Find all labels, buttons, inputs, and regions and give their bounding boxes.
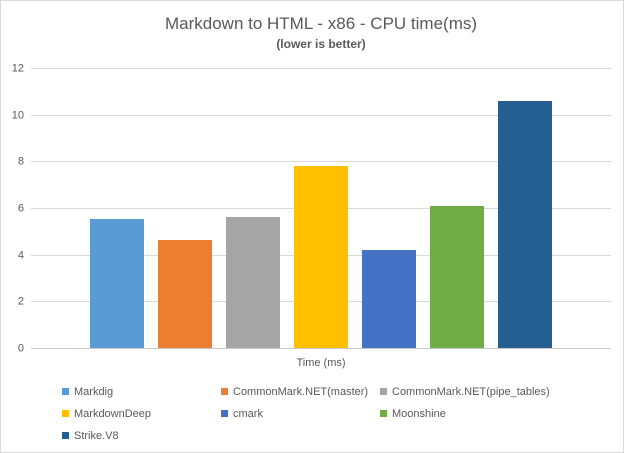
bar-commonmark-net-master [158, 239, 212, 348]
y-tick-label-4: 4 [17, 249, 24, 262]
x-axis-line [31, 348, 611, 349]
legend-swatch-icon [380, 410, 387, 417]
legend-swatch-icon [62, 388, 69, 395]
legend-item-cmark: cmark [221, 407, 380, 420]
y-tick-label-12: 12 [11, 62, 24, 75]
legend-swatch-icon [380, 388, 387, 395]
legend-item-strike-v8: Strike.V8 [62, 429, 221, 442]
legend-swatch-icon [221, 388, 228, 395]
legend-swatch-icon [62, 432, 69, 439]
legend-item-commonmark-net-master: CommonMark.NET(master) [221, 385, 380, 398]
y-tick-label-0: 0 [17, 342, 24, 355]
y-tick-label-8: 8 [17, 155, 24, 168]
y-tick-label-10: 10 [11, 109, 24, 122]
gridline-y-10 [31, 114, 611, 116]
bar-strike-v8 [498, 100, 552, 348]
bar-markdig [90, 218, 144, 348]
legend-item-markdowndeep: MarkdownDeep [62, 407, 221, 420]
legend-item-commonmark-net-pipe-tables: CommonMark.NET(pipe_tables) [380, 385, 550, 398]
legend-swatch-icon [62, 410, 69, 417]
legend-label: Strike.V8 [74, 429, 119, 442]
bar-moonshine [430, 205, 484, 348]
y-tick-label-2: 2 [17, 295, 24, 308]
legend-label: Moonshine [392, 407, 446, 420]
gridline-y-12 [31, 68, 611, 69]
legend-label: CommonMark.NET(pipe_tables) [392, 385, 550, 398]
x-axis-label: Time (ms) [296, 357, 346, 369]
legend: Markdig CommonMark.NET(master) CommonMark.… [62, 385, 550, 442]
bar-commonmark-net-pipe-tables [226, 217, 280, 348]
legend-label: cmark [233, 407, 263, 420]
bar-cmark [362, 250, 416, 348]
bar-markdowndeep [294, 166, 348, 348]
chart-title: Markdown to HTML - x86 - CPU time(ms) [164, 14, 478, 33]
legend-label: CommonMark.NET(master) [233, 385, 369, 398]
bar-series [31, 68, 611, 348]
gridline-y-8 [31, 161, 611, 163]
y-tick-label-6: 6 [17, 202, 24, 215]
legend-item-markdig: Markdig [62, 385, 221, 398]
chart-subtitle: (lower is better) [276, 37, 366, 51]
legend-swatch-icon [221, 410, 228, 417]
legend-label: Markdig [74, 385, 114, 398]
legend-label: MarkdownDeep [74, 407, 152, 420]
legend-item-moonshine: Moonshine [380, 407, 550, 420]
plot-area: 0 2 4 6 8 10 12 [12, 63, 611, 354]
